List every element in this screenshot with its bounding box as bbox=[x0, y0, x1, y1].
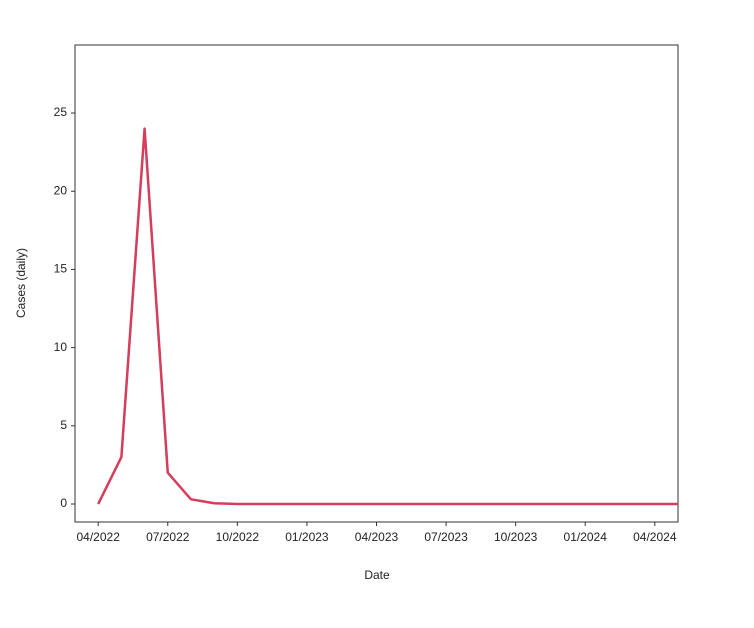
x-tick-label: 07/2023 bbox=[424, 530, 468, 544]
x-tick-label: 04/2023 bbox=[355, 530, 399, 544]
y-tick-label: 25 bbox=[54, 105, 68, 119]
y-tick-label: 0 bbox=[60, 496, 67, 510]
x-tick-label: 01/2023 bbox=[285, 530, 329, 544]
y-tick-label: 20 bbox=[54, 183, 68, 197]
y-axis-label: Cases (daily) bbox=[14, 248, 28, 318]
x-tick-label: 10/2022 bbox=[216, 530, 260, 544]
y-tick-label: 5 bbox=[60, 418, 67, 432]
y-tick-label: 15 bbox=[54, 262, 68, 276]
x-axis-label: Date bbox=[364, 568, 390, 582]
y-tick-label: 10 bbox=[54, 340, 68, 354]
x-tick-label: 07/2022 bbox=[146, 530, 190, 544]
x-tick-label: 04/2024 bbox=[633, 530, 677, 544]
x-tick-label: 10/2023 bbox=[494, 530, 538, 544]
x-tick-label: 01/2024 bbox=[564, 530, 608, 544]
line-series bbox=[97, 127, 678, 506]
x-tick-label: 04/2022 bbox=[76, 530, 120, 544]
